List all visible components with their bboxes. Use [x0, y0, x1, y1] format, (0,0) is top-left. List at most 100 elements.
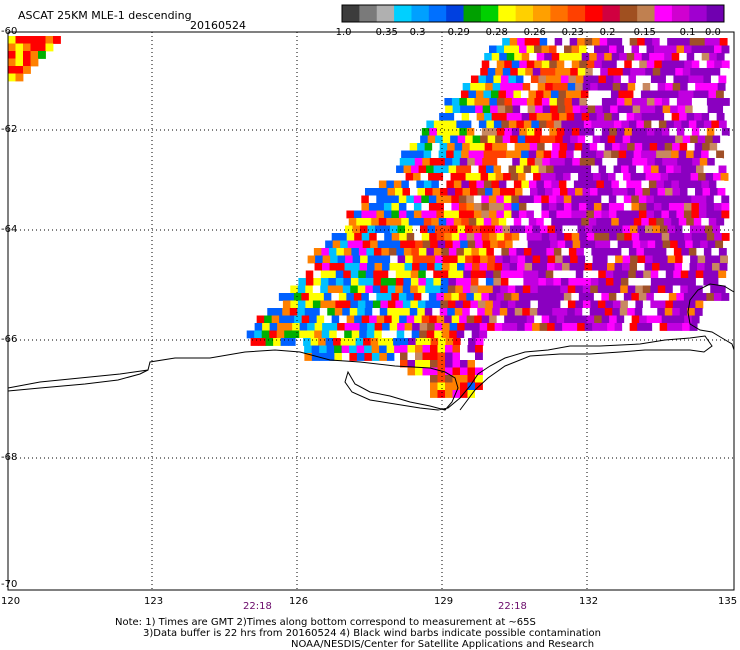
data-pixel	[437, 382, 446, 391]
data-pixel	[618, 90, 627, 99]
data-pixel	[638, 293, 647, 301]
data-pixel	[391, 315, 400, 324]
data-pixel	[359, 323, 368, 331]
data-pixel	[605, 270, 614, 279]
data-pixel	[712, 38, 721, 46]
data-pixel	[628, 75, 637, 84]
data-pixel	[580, 90, 589, 99]
data-pixel	[706, 98, 715, 106]
data-pixel	[511, 293, 520, 301]
data-pixel	[701, 218, 710, 226]
data-pixel	[692, 158, 701, 166]
data-pixel	[526, 98, 535, 106]
data-pixel	[686, 150, 695, 159]
data-pixel	[689, 225, 698, 234]
data-pixel	[441, 248, 450, 256]
data-pixel	[597, 83, 606, 91]
data-pixel	[348, 218, 357, 226]
data-pixel	[452, 375, 461, 383]
data-pixel	[607, 68, 616, 76]
note-line: Note: 1) Times are GMT 2)Times along bot…	[115, 617, 536, 628]
data-pixel	[401, 150, 410, 159]
data-pixel	[554, 323, 563, 331]
data-pixel	[370, 338, 379, 346]
data-pixel	[427, 263, 435, 271]
data-pixel	[575, 300, 584, 309]
data-pixel	[630, 135, 639, 144]
data-pixel	[553, 75, 562, 84]
data-pixel	[576, 120, 585, 129]
data-pixel	[493, 278, 502, 286]
data-pixel	[568, 165, 577, 174]
data-pixel	[475, 367, 483, 376]
data-pixel	[561, 248, 570, 256]
data-pixel	[673, 248, 682, 256]
data-pixel	[511, 233, 520, 241]
data-pixel	[496, 60, 505, 69]
data-pixel	[584, 38, 593, 46]
data-pixel	[624, 315, 633, 324]
data-pixel	[616, 60, 625, 69]
data-pixel	[537, 300, 546, 309]
data-pixel	[398, 203, 407, 211]
data-pixel	[716, 180, 725, 189]
data-pixel	[451, 128, 460, 136]
data-pixel	[429, 158, 438, 166]
data-pixel	[464, 323, 473, 331]
data-pixel	[346, 315, 355, 324]
data-pixel	[396, 330, 405, 339]
data-pixel	[459, 98, 468, 106]
lon-label: 126	[289, 596, 309, 607]
data-pixel	[516, 248, 525, 256]
data-pixel	[422, 158, 431, 166]
data-pixel	[417, 188, 426, 196]
data-pixel	[475, 375, 483, 383]
data-pixel	[329, 323, 338, 331]
data-pixel	[537, 143, 546, 151]
data-pixel	[646, 60, 655, 69]
data-pixel	[562, 255, 571, 264]
data-pixel	[437, 345, 446, 353]
data-pixel	[654, 98, 663, 106]
data-pixel	[566, 113, 575, 121]
data-pixel	[552, 285, 561, 294]
data-pixel	[413, 173, 421, 181]
data-pixel	[442, 255, 451, 264]
data-pixel	[593, 195, 602, 204]
data-pixel	[643, 165, 652, 174]
data-pixel	[631, 210, 640, 219]
data-pixel	[547, 323, 556, 331]
data-pixel	[592, 225, 601, 234]
data-pixel	[622, 68, 631, 76]
data-pixel	[372, 308, 381, 316]
data-pixel	[577, 38, 586, 46]
data-pixel	[636, 120, 645, 129]
data-pixel	[514, 53, 523, 61]
data-pixel	[669, 315, 678, 324]
data-pixel	[496, 128, 505, 136]
data-pixel	[344, 330, 353, 339]
data-pixel	[635, 285, 644, 294]
data-pixel	[433, 120, 442, 129]
data-pixel	[412, 263, 420, 271]
data-pixel	[535, 240, 544, 249]
data-pixel	[595, 90, 604, 99]
data-pixel	[652, 68, 661, 76]
data-pixel	[703, 248, 712, 256]
data-pixel	[357, 308, 366, 316]
data-pixel	[590, 270, 599, 279]
colorbar-label: -0.35	[372, 27, 398, 38]
data-pixel	[445, 105, 454, 114]
lat-label: -66	[1, 334, 18, 345]
data-pixel	[426, 248, 435, 256]
data-pixel	[526, 203, 535, 211]
data-pixel	[458, 210, 467, 219]
data-pixel	[665, 285, 674, 294]
data-pixel	[445, 382, 453, 391]
data-pixel	[709, 143, 718, 151]
data-pixel	[538, 75, 547, 84]
data-pixel	[498, 150, 507, 159]
data-pixel	[448, 120, 457, 129]
data-pixel	[503, 203, 512, 211]
data-pixel	[638, 203, 647, 211]
